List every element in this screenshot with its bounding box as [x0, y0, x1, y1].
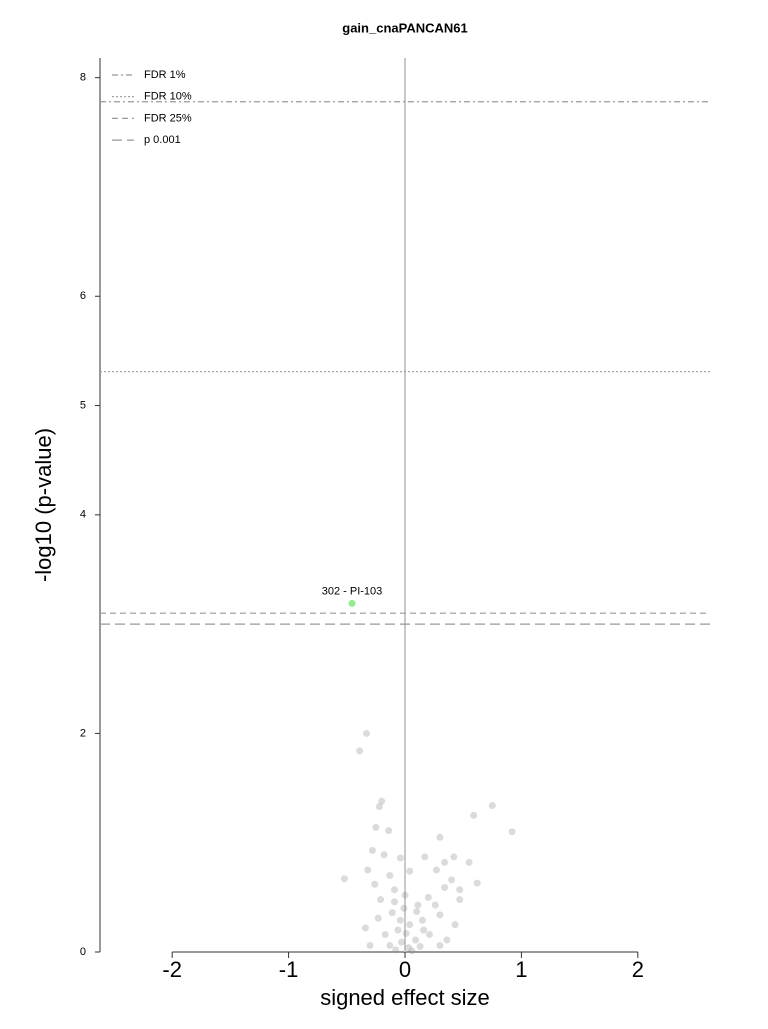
- point: [406, 867, 414, 875]
- legend-label: FDR 10%: [144, 91, 192, 103]
- point: [381, 931, 389, 939]
- point: [421, 853, 429, 861]
- point: [402, 929, 410, 937]
- point: [378, 797, 386, 805]
- point: [465, 858, 473, 866]
- legend-label: FDR 25%: [144, 112, 192, 124]
- point: [372, 823, 380, 831]
- x-tick-label: 1: [515, 957, 527, 982]
- legend-label: p 0.001: [144, 134, 181, 146]
- point: [416, 943, 424, 951]
- point: [388, 909, 396, 917]
- point: [401, 891, 409, 899]
- point: [431, 901, 439, 909]
- point: [396, 916, 404, 924]
- point: [413, 908, 421, 916]
- point: [385, 827, 393, 835]
- point: [366, 941, 374, 949]
- point: [377, 896, 385, 904]
- point: [364, 866, 372, 874]
- point: [420, 926, 428, 934]
- point: [392, 946, 400, 954]
- point: [374, 914, 382, 922]
- y-tick-label: 2: [80, 727, 86, 739]
- point: [436, 941, 444, 949]
- point: [371, 880, 379, 888]
- point: [386, 941, 394, 949]
- point: [432, 866, 440, 874]
- point: [411, 936, 419, 944]
- point: [456, 896, 464, 904]
- point: [414, 901, 422, 909]
- y-tick-label: 0: [80, 946, 86, 958]
- point: [400, 904, 408, 912]
- point: [441, 884, 449, 892]
- legend-label: FDR 1%: [144, 69, 186, 81]
- point: [391, 886, 399, 894]
- point: [441, 858, 449, 866]
- point: [451, 921, 459, 929]
- point: [396, 854, 404, 862]
- x-tick-label: -1: [279, 957, 299, 982]
- point: [398, 938, 406, 946]
- y-tick-label: 5: [80, 399, 86, 411]
- y-axis-label: -log10 (p-value): [31, 428, 56, 582]
- point: [436, 911, 444, 919]
- point: [443, 936, 451, 944]
- point: [391, 898, 399, 906]
- point: [406, 921, 414, 929]
- highlight-point: [348, 599, 356, 607]
- point: [473, 879, 481, 887]
- point: [436, 833, 444, 841]
- point: [450, 853, 458, 861]
- point: [361, 924, 369, 932]
- point: [470, 811, 478, 819]
- y-tick-label: 6: [80, 290, 86, 302]
- point: [456, 886, 464, 894]
- point: [356, 747, 364, 755]
- point: [424, 893, 432, 901]
- point: [404, 944, 412, 952]
- x-tick-label: 2: [632, 957, 644, 982]
- x-tick-label: 0: [399, 957, 411, 982]
- point-label: 302 - PI-103: [322, 585, 383, 597]
- x-axis-label: signed effect size: [320, 985, 490, 1010]
- point: [408, 947, 416, 955]
- point: [363, 729, 371, 737]
- chart-title: gain_cnaPANCAN61: [342, 20, 467, 35]
- point: [386, 871, 394, 879]
- point: [418, 916, 426, 924]
- y-tick-label: 4: [80, 509, 86, 521]
- point: [375, 803, 383, 811]
- point: [340, 875, 348, 883]
- point: [380, 851, 388, 859]
- point: [394, 926, 402, 934]
- point: [488, 802, 496, 810]
- y-tick-label: 8: [80, 72, 86, 84]
- point: [368, 846, 376, 854]
- point: [425, 931, 433, 939]
- x-tick-label: -2: [162, 957, 182, 982]
- point: [448, 876, 456, 884]
- point: [508, 828, 516, 836]
